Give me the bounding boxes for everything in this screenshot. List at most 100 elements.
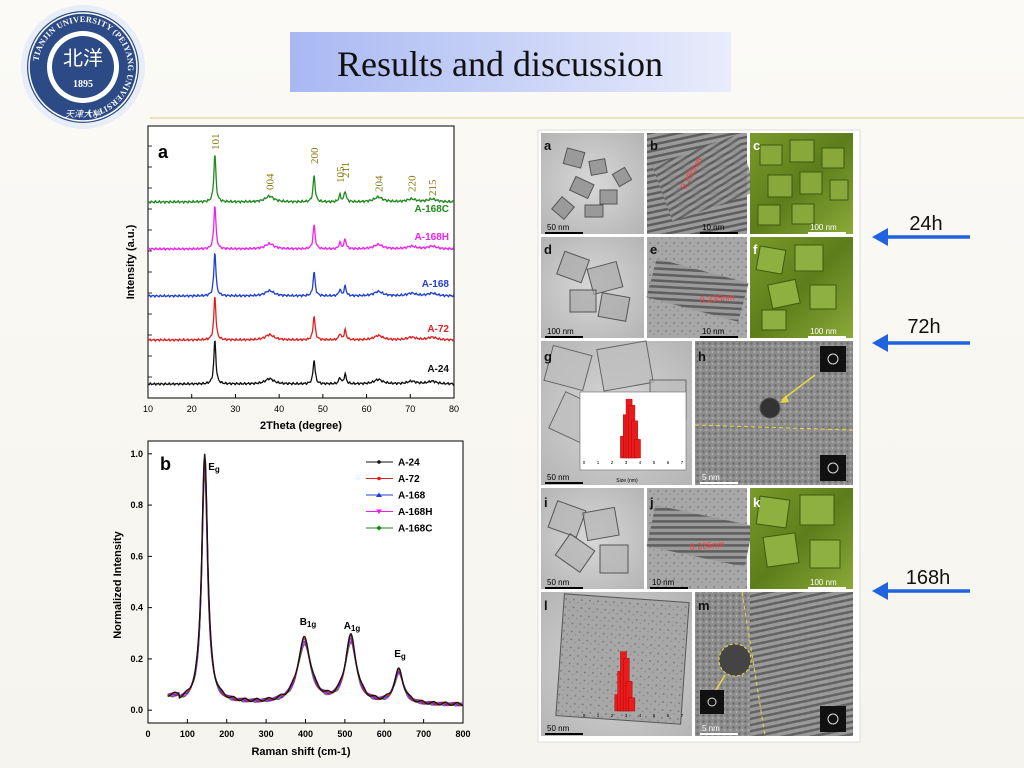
xrd-y-axis-title: Intensity (a.u.) <box>125 224 137 299</box>
xrd-series-label: A-168 <box>422 279 450 290</box>
raman-y-tick-label: 0.4 <box>130 603 143 613</box>
raman-x-tick-label: 200 <box>219 729 234 739</box>
histogram-tick-label: 7 <box>681 713 684 718</box>
raman-legend-marker <box>376 509 382 514</box>
raman-legend-marker <box>377 476 381 481</box>
title-box <box>290 32 731 92</box>
arrow-168h: 168h <box>872 567 970 600</box>
xrd-series-a-24 <box>147 340 455 387</box>
raman-x-tick-label: 0 <box>145 729 150 739</box>
xrd-chart: a 2Theta (degree) Intensity (a.u.) 10 20 3… <box>125 125 459 432</box>
panel-j-particle <box>646 505 754 567</box>
micrograph-panel-letter-l: l <box>544 598 548 613</box>
panel-l-histogram: 0 1 2 3 4 5 6 7 <box>583 651 684 718</box>
raman-x-tick-label: 500 <box>337 729 352 739</box>
xrd-peak-label: 101 <box>210 134 222 151</box>
histogram-tick-label: 6 <box>667 460 670 465</box>
raman-legend-marker <box>376 525 382 531</box>
xrd-series-label: A-168C <box>415 204 449 215</box>
raman-x-tick-label: 700 <box>416 729 431 739</box>
xrd-series-a-72 <box>147 296 455 343</box>
panel-m-fft-right-spot <box>827 713 839 725</box>
panel-h-fft-bottom <box>820 455 846 481</box>
raman-x-axis-label: Raman shift <box>251 746 314 758</box>
arrow-168h-label: 168h <box>906 567 951 589</box>
micrograph-panel-letter-f: f <box>753 242 758 257</box>
raman-series-a-24 <box>167 453 464 707</box>
xrd-x-tick-label: 70 <box>405 404 415 414</box>
raman-y-tick-label: 0.0 <box>130 705 143 715</box>
raman-x-tick-label: 400 <box>298 729 313 739</box>
raman-legend-marker <box>376 492 382 497</box>
xrd-plot-frame <box>147 125 455 399</box>
xrd-peak-label: 004 <box>265 173 277 190</box>
raman-band-label: B1g <box>300 617 317 629</box>
raman-panel-letter: b <box>160 454 171 474</box>
histogram-tick-label: 5 <box>653 460 656 465</box>
panel-i-particles <box>547 500 629 574</box>
xrd-x-tick-label: 20 <box>187 404 197 414</box>
histogram-tick-label: 1 <box>597 460 600 465</box>
micrograph-panel-letter-i: i <box>544 495 548 510</box>
scale-bar-label-k: 100 nm <box>810 578 837 587</box>
raman-legend-label: A-24 <box>398 458 420 469</box>
histogram-bar <box>628 697 636 712</box>
scale-bar-label-j: 10 nm <box>652 578 675 587</box>
micrograph-panel-letter-k: k <box>753 495 761 510</box>
panel-d-particles <box>556 250 631 322</box>
raman-y-tick-label: 0.8 <box>130 500 143 510</box>
raman-x-tick-label: 800 <box>455 729 470 739</box>
scale-bar-label-g: 50 nm <box>547 473 570 482</box>
raman-y-tick-label: 0.2 <box>130 654 143 664</box>
micrograph-panel-letter-d: d <box>544 242 552 257</box>
histogram-tick-label: 1 <box>597 713 600 718</box>
xrd-peak-label: 200 <box>309 147 321 164</box>
time-arrows: 24h 72h 168h <box>872 213 970 600</box>
panel-a-image <box>541 133 644 234</box>
arrow-24h: 24h <box>872 213 970 246</box>
panel-m-fft-left-spot <box>707 697 717 707</box>
xrd-series-label: A-168H <box>415 232 449 243</box>
lattice-label-e: 0.235nm <box>699 292 735 305</box>
panel-g-histogram: 0 1 2 3 4 5 6 7 <box>583 398 684 465</box>
xrd-x-tick-label: 60 <box>362 404 372 414</box>
micrograph-panel-letter-b: b <box>650 138 658 153</box>
panel-k-cubes <box>755 494 841 569</box>
scale-bar-label-b: 10 nm <box>702 223 725 232</box>
scale-bar-label-i: 50 nm <box>547 578 570 587</box>
histogram-tick-label: 0 <box>583 460 586 465</box>
raman-chart: b Raman shift (cm-1) Normalized Intensit… <box>112 440 471 758</box>
histogram-bar <box>634 439 641 459</box>
raman-x-tick-label: 100 <box>180 729 195 739</box>
raman-legend-label: A-168H <box>398 507 432 518</box>
scale-bar-label-m: 5 nm <box>702 724 720 733</box>
micrograph-panel-letter-g: g <box>544 349 552 364</box>
micrograph-panel-letter-m: m <box>698 598 710 613</box>
xrd-series-a-168 <box>148 252 455 299</box>
arrow-72h: 72h <box>872 316 970 352</box>
xrd-peak-label: 211 <box>340 162 352 178</box>
university-logo: TIANJIN UNIVERSITY (PEIYANG UNIVERSITY) … <box>21 5 145 129</box>
xrd-peak-label: 215 <box>427 179 439 196</box>
lattice-label-j: 0.235nm <box>689 539 725 552</box>
panel-m-fft-right <box>820 706 846 732</box>
xrd-peak-label: 220 <box>407 175 419 192</box>
xrd-series-label: A-72 <box>427 324 449 335</box>
scale-bar-label-e: 10 nm <box>702 327 725 336</box>
histogram-tick-label: 7 <box>681 460 684 465</box>
slide-title: Results and discussion <box>337 44 663 84</box>
panel-h-fft-top-spot <box>827 353 839 365</box>
micrograph-panel-letter-h: h <box>698 349 706 364</box>
scale-bar-label-a: 50 nm <box>547 223 570 232</box>
panel-m-boundary <box>741 591 766 737</box>
xrd-series-label: A-24 <box>427 364 449 375</box>
logo-script: 天津大学 <box>65 109 102 120</box>
panel-c-cubes <box>757 139 849 226</box>
panel-h-arrowhead <box>780 395 789 403</box>
micrograph-panel-letter-e: e <box>650 242 657 257</box>
xrd-x-tick-label: 50 <box>318 404 328 414</box>
raman-y-axis-title: Normalized Intensity <box>112 530 124 638</box>
xrd-series-a-168h <box>147 205 455 252</box>
panel-m-fft-left <box>700 690 724 714</box>
micrograph-panel-letter-j: j <box>649 495 654 510</box>
